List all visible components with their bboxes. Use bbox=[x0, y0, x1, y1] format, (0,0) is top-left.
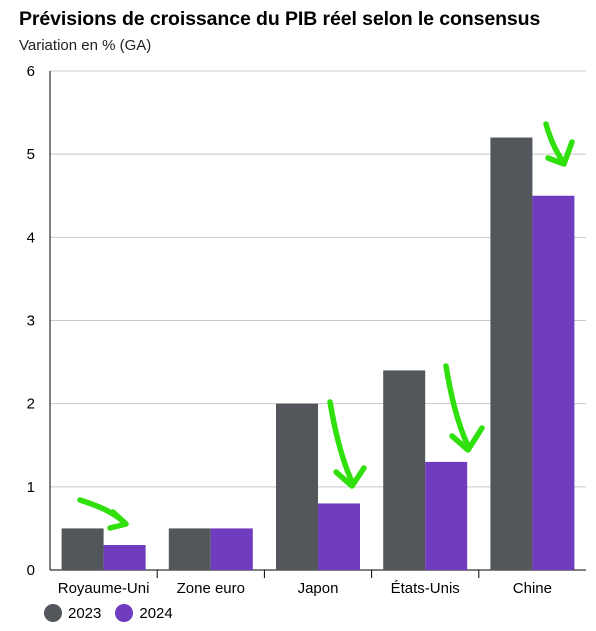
y-tick-label: 6 bbox=[27, 63, 35, 80]
annotation-arrows bbox=[77, 121, 575, 531]
bar-2024-1 bbox=[210, 528, 253, 570]
bar-2023-1 bbox=[168, 528, 211, 570]
y-tick-labels: 0 1 2 3 4 5 6 bbox=[27, 63, 35, 579]
x-tick-label: Chine bbox=[513, 580, 552, 597]
x-tick-label: Zone euro bbox=[177, 580, 245, 597]
arrow-head-0 bbox=[107, 509, 129, 531]
arrow-head-3 bbox=[545, 139, 575, 167]
legend-dot-2024 bbox=[115, 604, 134, 622]
bar-2023-0 bbox=[61, 528, 104, 570]
arrow-head-2 bbox=[449, 425, 485, 453]
bars bbox=[61, 137, 575, 571]
arrow-head-1 bbox=[333, 465, 367, 489]
legend-label-2023: 2023 bbox=[68, 604, 102, 622]
x-tick-label: Royaume-Uni bbox=[58, 580, 150, 597]
x-tick-label: Japon bbox=[298, 580, 339, 597]
y-tick-label: 1 bbox=[27, 479, 35, 496]
y-tick-label: 3 bbox=[27, 313, 35, 330]
y-tick-label: 2 bbox=[27, 396, 35, 413]
y-tick-label: 5 bbox=[27, 146, 35, 163]
arrow-shaft-1 bbox=[327, 399, 355, 485]
legend: 2023 2024 bbox=[44, 604, 187, 622]
bar-2024-3 bbox=[425, 461, 468, 570]
bar-2023-3 bbox=[383, 370, 426, 570]
arrow-shaft-2 bbox=[443, 363, 471, 449]
bar-2024-4 bbox=[532, 195, 575, 570]
y-tick-label: 4 bbox=[27, 229, 35, 246]
bar-2024-0 bbox=[103, 545, 146, 570]
arrow-shaft-3 bbox=[543, 121, 565, 163]
chart-title: Prévisions de croissance du PIB réel sel… bbox=[19, 8, 541, 30]
bar-2023-2 bbox=[276, 403, 318, 570]
bar-2023-4 bbox=[490, 137, 533, 571]
x-tick-labels: Royaume-Uni Zone euro Japon États-Unis Chine bbox=[58, 580, 552, 597]
legend-label-2024: 2024 bbox=[139, 604, 173, 622]
legend-item-2023: 2023 bbox=[44, 604, 101, 622]
legend-dot-2023 bbox=[44, 604, 62, 622]
chart-subtitle: Variation en % (GA) bbox=[19, 37, 152, 54]
bar-2024-2 bbox=[318, 503, 360, 570]
legend-item-2024: 2024 bbox=[115, 604, 173, 622]
y-tick-label: 0 bbox=[27, 562, 35, 579]
x-tick-label: États-Unis bbox=[391, 580, 460, 597]
